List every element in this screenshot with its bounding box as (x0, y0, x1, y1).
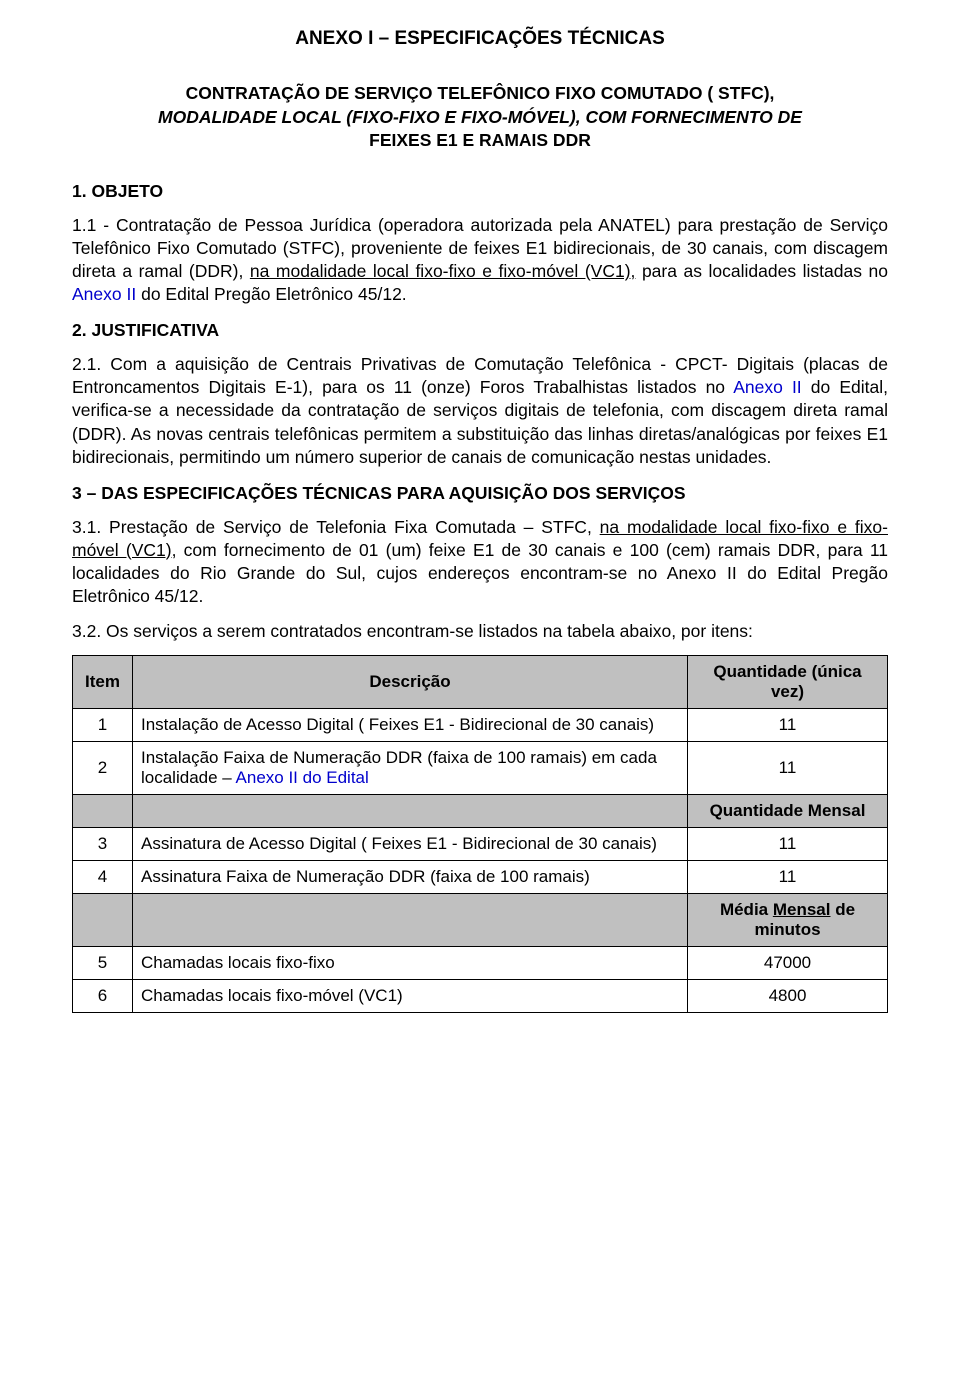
section-2-paragraph-1: 2.1. Com a aquisição de Centrais Privati… (72, 353, 888, 468)
table-row: 1 Instalação de Acesso Digital ( Feixes … (73, 709, 888, 742)
cell-item-num: 4 (73, 861, 133, 894)
cell-desc: Assinatura de Acesso Digital ( Feixes E1… (133, 828, 688, 861)
subtitle-line3: FEIXES E1 E RAMAIS DDR (369, 130, 591, 150)
anexo-ii-link[interactable]: Anexo II (72, 284, 136, 304)
services-table: Item Descrição Quantidade (única vez) 1 … (72, 655, 888, 1013)
table-row: 4 Assinatura Faixa de Numeração DDR (fai… (73, 861, 888, 894)
table-header-row: Item Descrição Quantidade (única vez) (73, 656, 888, 709)
cell-qty: 11 (688, 828, 888, 861)
subheader-qty-mensal: Quantidade Mensal (688, 795, 888, 828)
cell-desc: Chamadas locais fixo-móvel (VC1) (133, 980, 688, 1013)
cell-qty: 11 (688, 709, 888, 742)
col-header-desc: Descrição (133, 656, 688, 709)
subheader-blank (73, 795, 133, 828)
document-subtitle: CONTRATAÇÃO DE SERVIÇO TELEFÔNICO FIXO C… (72, 82, 888, 153)
cell-item-num: 2 (73, 742, 133, 795)
table-row: 5 Chamadas locais fixo-fixo 47000 (73, 947, 888, 980)
table-row: 2 Instalação Faixa de Numeração DDR (fai… (73, 742, 888, 795)
col-header-qty: Quantidade (única vez) (688, 656, 888, 709)
anexo-ii-link[interactable]: Anexo II (733, 377, 801, 397)
cell-qty: 47000 (688, 947, 888, 980)
cell-desc: Chamadas locais fixo-fixo (133, 947, 688, 980)
anexo-ii-link[interactable]: Anexo II do Edital (236, 768, 369, 787)
text-run: para as localidades listadas no (635, 261, 888, 281)
section-1-heading: 1. OBJETO (72, 181, 888, 202)
section-1-paragraph-1: 1.1 - Contratação de Pessoa Jurídica (op… (72, 214, 888, 306)
subheader-blank (133, 795, 688, 828)
cell-qty: 4800 (688, 980, 888, 1013)
section-3-heading: 3 – DAS ESPECIFICAÇÕES TÉCNICAS PARA AQU… (72, 483, 888, 504)
section-3-paragraph-2: 3.2. Os serviços a serem contratados enc… (72, 620, 888, 643)
subheader-blank (133, 894, 688, 947)
table-subheader-row: Média Mensal de minutos (73, 894, 888, 947)
col-header-item: Item (73, 656, 133, 709)
text-underline: na modalidade local fixo-fixo e fixo-móv… (250, 261, 636, 281)
table-row: 6 Chamadas locais fixo-móvel (VC1) 4800 (73, 980, 888, 1013)
cell-item-num: 3 (73, 828, 133, 861)
table-row: 3 Assinatura de Acesso Digital ( Feixes … (73, 828, 888, 861)
subtitle-line1: CONTRATAÇÃO DE SERVIÇO TELEFÔNICO FIXO C… (186, 83, 775, 103)
cell-item-num: 6 (73, 980, 133, 1013)
text-run: do Edital Pregão Eletrônico 45/12. (136, 284, 406, 304)
cell-desc: Assinatura Faixa de Numeração DDR (faixa… (133, 861, 688, 894)
subheader-media-mensal: Média Mensal de minutos (688, 894, 888, 947)
text-run: 3.1. Prestação de Serviço de Telefonia F… (72, 517, 600, 537)
document-title: ANEXO I – ESPECIFICAÇÕES TÉCNICAS (72, 28, 888, 50)
section-3-paragraph-1: 3.1. Prestação de Serviço de Telefonia F… (72, 516, 888, 608)
cell-desc: Instalação Faixa de Numeração DDR (faixa… (133, 742, 688, 795)
cell-qty: 11 (688, 742, 888, 795)
cell-qty: 11 (688, 861, 888, 894)
subtitle-line2-italic: MODALIDADE LOCAL (FIXO-FIXO E FIXO-MÓVEL… (158, 107, 802, 127)
cell-item-num: 1 (73, 709, 133, 742)
cell-desc: Instalação de Acesso Digital ( Feixes E1… (133, 709, 688, 742)
section-2-heading: 2. JUSTIFICATIVA (72, 320, 888, 341)
subheader-blank (73, 894, 133, 947)
cell-item-num: 5 (73, 947, 133, 980)
text-run: com fornecimento de 01 (um) feixe E1 de … (72, 540, 888, 606)
table-subheader-row: Quantidade Mensal (73, 795, 888, 828)
